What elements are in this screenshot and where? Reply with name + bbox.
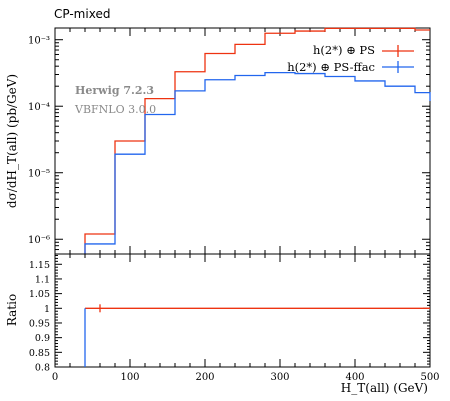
main-x-axis (54, 28, 431, 254)
main-series-group (84, 27, 431, 254)
ratio-y-tick-label: 0.85 (29, 348, 50, 359)
chart-title: CP-mixed (54, 7, 110, 21)
ratio-x-tick-label: 0 (52, 372, 58, 383)
series-line-ps (84, 27, 430, 254)
ratio-y-tick-label: 0.8 (35, 363, 50, 374)
main-y-tick-label: 10⁻⁴ (28, 102, 50, 113)
legend-label-ps: h(2*) ⊕ PS (313, 43, 375, 57)
x-axis-label: H_T(all) (GeV) (341, 381, 428, 395)
series-line-ps-ffac (84, 71, 431, 254)
ratio-y-tick-label: 0.95 (29, 318, 50, 329)
annotation-herwig: Herwig 7.2.3 (75, 84, 154, 97)
main-y-tick-label: 10⁻⁵ (28, 169, 50, 180)
ratio-series-group (84, 304, 430, 367)
ratio-y-tick-label: 1 (44, 304, 50, 315)
ratio-y-tick-label: 1.05 (29, 289, 50, 300)
ratio-plot-frame (54, 253, 431, 368)
ratio-panel: 0.8 0.85 0.9 0.95 1 1.05 1.1 1.15 0 100 200 300 400… (5, 253, 440, 395)
ratio-y-axis-label: Ratio (5, 294, 19, 326)
ratio-y-axis: 0.8 0.85 0.9 0.95 1 1.05 1.1 1.15 (29, 254, 430, 374)
ratio-x-tick-label: 100 (120, 372, 139, 383)
ratio-y-tick-label: 0.9 (35, 333, 50, 344)
ratio-x-tick-label: 200 (195, 372, 214, 383)
ratio-x-tick-label: 400 (345, 372, 364, 383)
ratio-x-tick-label: 300 (270, 372, 289, 383)
main-y-axis-label: dσ/dH_T(all) (pb/GeV) (5, 74, 19, 208)
ratio-x-axis: 0 100 200 300 400 500 (52, 254, 440, 383)
annotation-vbfnlo: VBFNLO 3.0.0 (74, 103, 156, 116)
main-panel: 10⁻⁶ 10⁻⁵ 10⁻⁴ 10⁻³ Herwig 7.2.3 VBFNLO 3.0… (5, 27, 431, 255)
ratio-x-tick-label: 500 (420, 372, 439, 383)
main-y-tick-label: 10⁻⁶ (28, 235, 50, 246)
ratio-y-tick-label: 1.1 (35, 274, 50, 285)
ratio-y-tick-label: 1.15 (29, 260, 50, 271)
legend-label-ps-ffac: h(2*) ⊕ PS-ffac (287, 60, 375, 74)
main-y-tick-label: 10⁻³ (28, 36, 50, 47)
legend: h(2*) ⊕ PS h(2*) ⊕ PS-ffac (287, 43, 414, 74)
